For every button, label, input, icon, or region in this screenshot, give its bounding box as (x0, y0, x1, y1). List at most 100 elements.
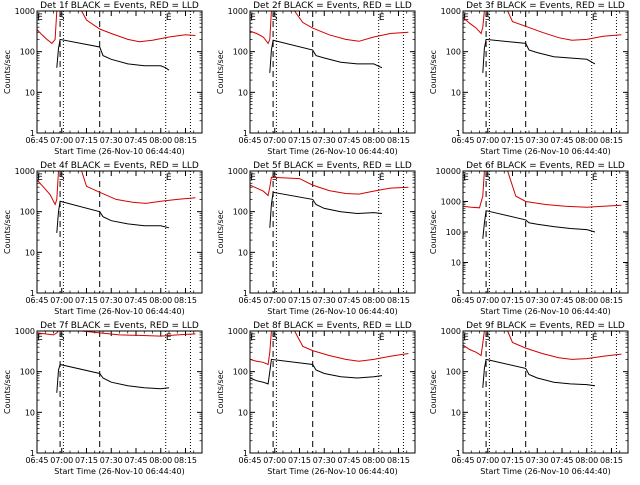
lld-series-line (250, 331, 409, 366)
e-marker-label: E (463, 13, 469, 23)
y-tick-label: 100 (233, 208, 248, 217)
y-axis-label: Counts/sec (429, 50, 438, 94)
panel-title: Det 9f BLACK = Events, RED = LLD (466, 321, 625, 331)
x-tick-label: 08:00 (362, 136, 385, 145)
x-tick-label: 07:30 (526, 456, 549, 465)
y-tick-label: 100 (233, 368, 248, 377)
x-tick-label: 08:15 (600, 296, 623, 305)
y-tick-label: 1000 (15, 7, 35, 16)
x-tick-label: 07:00 (263, 136, 286, 145)
x-tick-label: 07:15 (75, 296, 98, 305)
x-tick-label: 08:15 (600, 136, 623, 145)
y-tick-label: 10 (25, 248, 35, 257)
x-tick-label: 07:30 (526, 136, 549, 145)
y-tick-label: 10000 (436, 167, 461, 176)
s-marker-label: S (485, 173, 491, 183)
y-tick-label: 1 (30, 129, 35, 138)
y-tick-label: 100 (20, 48, 35, 57)
s-marker-label: S (485, 333, 491, 343)
x-axis-label: Start Time (26-Nov-10 06:44:40) (267, 467, 397, 476)
x-axis-label: Start Time (26-Nov-10 06:44:40) (267, 147, 397, 156)
x-axis-label: Start Time (26-Nov-10 06:44:40) (267, 307, 397, 316)
y-tick-label: 1 (243, 129, 248, 138)
x-tick-label: 08:00 (362, 456, 385, 465)
plot-frame (36, 170, 203, 294)
lld-series-line (250, 11, 409, 45)
lld-series-line (37, 11, 196, 45)
x-tick-label: 07:15 (501, 296, 524, 305)
x-tick-label: 07:30 (100, 296, 123, 305)
x-tick-label: 06:45 (238, 136, 261, 145)
x-tick-label: 07:45 (124, 456, 147, 465)
events-series-line (482, 358, 596, 388)
y-tick-label: 1000 (15, 327, 35, 336)
plot-frame (249, 10, 416, 134)
lld-series-line (37, 171, 196, 206)
e-marker-label: E (463, 173, 469, 183)
x-tick-label: 07:30 (313, 456, 336, 465)
plot-frame (36, 10, 203, 134)
y-tick-label: 1 (456, 289, 461, 298)
x-tick-label: 07:15 (288, 456, 311, 465)
y-tick-label: 1 (243, 289, 248, 298)
x-tick-label: 07:15 (288, 296, 311, 305)
y-axis-label: Counts/sec (216, 210, 225, 254)
x-tick-label: 08:15 (174, 296, 197, 305)
x-tick-label: 07:00 (50, 456, 73, 465)
panel-title: Det 8f BLACK = Events, RED = LLD (253, 321, 412, 331)
lld-series-line (463, 11, 622, 41)
y-axis-label: Counts/sec (216, 370, 225, 414)
x-tick-label: 07:15 (288, 136, 311, 145)
y-tick-label: 1 (30, 449, 35, 458)
x-tick-label: 07:15 (75, 136, 98, 145)
y-tick-label: 100 (446, 228, 461, 237)
e-marker-label: E (250, 333, 256, 343)
e-marker-label: E (250, 13, 256, 23)
s-marker-label: S (59, 173, 65, 183)
x-tick-label: 07:00 (50, 296, 73, 305)
x-tick-label: 07:30 (313, 136, 336, 145)
s-marker-label: S (59, 333, 65, 343)
events-series-line (56, 200, 170, 233)
y-tick-label: 10 (25, 88, 35, 97)
x-tick-label: 07:00 (263, 296, 286, 305)
x-tick-label: 08:00 (575, 136, 598, 145)
y-tick-label: 100 (446, 48, 461, 57)
x-tick-label: 06:45 (238, 456, 261, 465)
y-axis-label: Counts/sec (3, 210, 12, 254)
x-tick-label: 06:45 (451, 136, 474, 145)
plot-frame (462, 10, 629, 134)
x-tick-label: 07:00 (50, 136, 73, 145)
events-series-line (269, 39, 383, 73)
plot-frame (249, 170, 416, 294)
detector-panel: Det 6f BLACK = Events, RED = LLD Counts/s… (429, 161, 629, 316)
x-axis-label: Start Time (26-Nov-10 06:44:40) (54, 467, 184, 476)
x-tick-label: 08:00 (149, 136, 172, 145)
y-tick-label: 10 (451, 259, 461, 268)
e-marker-label: E (37, 333, 43, 343)
x-tick-label: 07:45 (124, 296, 147, 305)
s-marker-label: S (485, 13, 491, 23)
x-tick-label: 08:15 (387, 296, 410, 305)
plot-frame (462, 330, 629, 454)
events-series-line (269, 191, 383, 228)
detector-panel: Det 3f BLACK = Events, RED = LLD Counts/s… (429, 1, 629, 156)
y-tick-label: 1000 (228, 167, 248, 176)
detector-panel: Det 9f BLACK = Events, RED = LLD Counts/s… (429, 321, 629, 476)
x-tick-label: 07:00 (263, 456, 286, 465)
x-tick-label: 06:45 (25, 296, 48, 305)
detector-panel: Det 5f BLACK = Events, RED = LLD Counts/s… (216, 161, 416, 316)
e-marker-label: E (37, 173, 43, 183)
x-tick-label: 07:00 (476, 456, 499, 465)
y-axis-label: Counts/sec (3, 50, 12, 94)
detector-panel: Det 4f BLACK = Events, RED = LLD Counts/s… (3, 161, 203, 316)
x-tick-label: 06:45 (238, 296, 261, 305)
x-tick-label: 08:15 (600, 456, 623, 465)
e-marker-label: E (379, 13, 385, 23)
y-tick-label: 1000 (228, 327, 248, 336)
detector-panel: Det 7f BLACK = Events, RED = LLD Counts/s… (3, 321, 203, 476)
x-tick-label: 06:45 (25, 456, 48, 465)
x-tick-label: 07:30 (100, 136, 123, 145)
x-tick-label: 07:15 (501, 456, 524, 465)
